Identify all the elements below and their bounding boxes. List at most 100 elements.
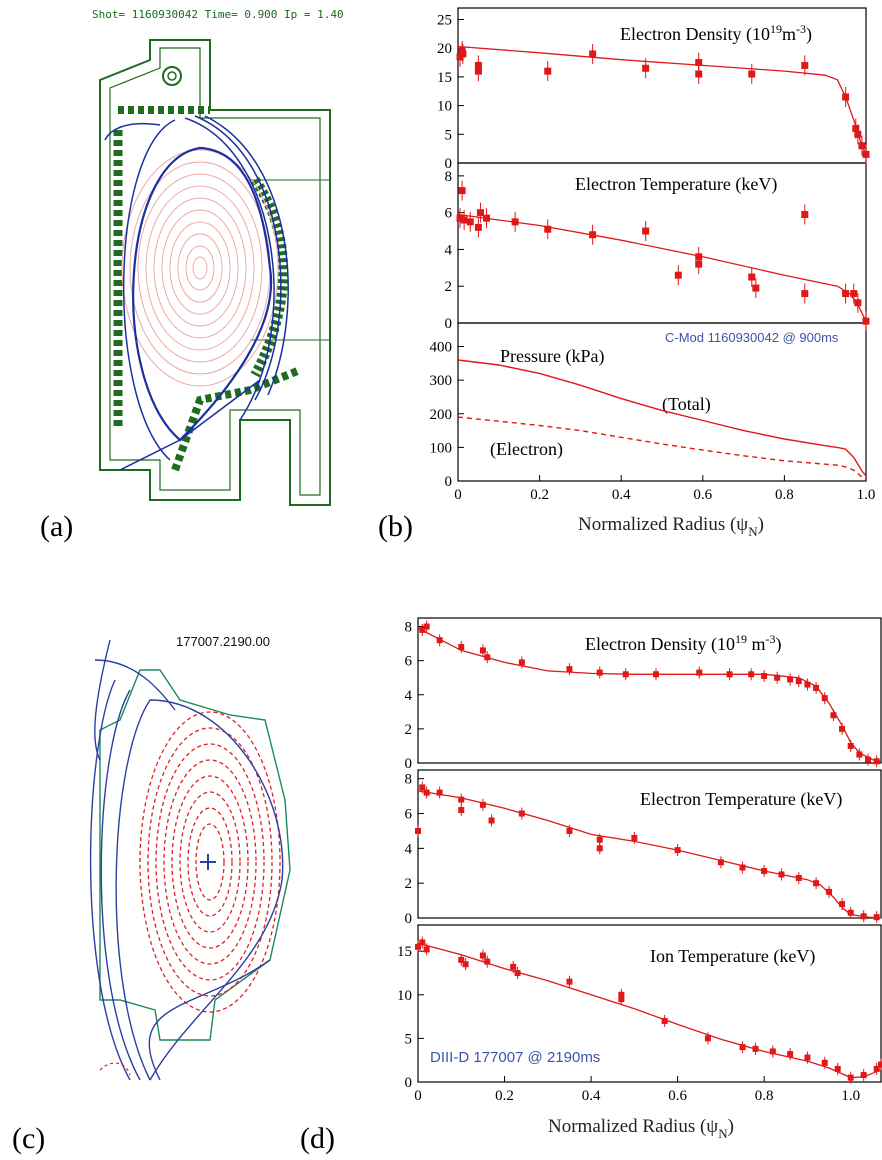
d-mid-data-point: [739, 864, 746, 871]
b-bot-xtick-label: 0.6: [693, 487, 712, 503]
d-bot-xtick-label: 0.6: [668, 1088, 687, 1104]
d-mid-data-point: [423, 789, 430, 796]
d-bot-data-point: [423, 946, 430, 953]
b-top-ytick-label: 25: [437, 12, 452, 28]
d-note: DIII-D 177007 @ 2190ms: [430, 1049, 600, 1066]
d-mid-data-point: [458, 796, 465, 803]
d-top-data-point: [518, 659, 525, 666]
b-top-ytick-label: 0: [445, 156, 453, 172]
b-mid-ytick-label: 4: [445, 242, 453, 258]
b-mid-data-point: [544, 225, 552, 233]
b-mid-data-point: [752, 284, 760, 292]
d-mid-data-point: [566, 827, 573, 834]
d-bot-xtick-label: 0: [414, 1088, 422, 1104]
d-bot-frame: [417, 924, 882, 1083]
d-bot-data-point: [834, 1065, 841, 1072]
d-mid-data-point: [419, 784, 426, 791]
panel-label-b: (b): [378, 510, 413, 543]
d-bot-data-point: [514, 969, 521, 976]
d-top-data-point: [436, 637, 443, 644]
d-top-data-point: [652, 671, 659, 678]
b-top-data-point: [695, 59, 703, 67]
d-mid-ytick-label: 2: [405, 876, 413, 892]
panel-c-label: 177007.2190.00: [176, 634, 270, 649]
diii-d-separatrix: [89, 639, 284, 1081]
d-bot-data-point: [860, 1072, 867, 1079]
b-mid-data-point: [476, 209, 484, 217]
d-mid-ytick-label: 4: [405, 841, 413, 857]
d-top-data-point: [821, 695, 828, 702]
b-ne-title: Electron Density (1019m-3): [620, 22, 812, 45]
d-top-data-point: [761, 673, 768, 679]
d-mid-data-point: [839, 901, 846, 908]
d-mid-data-point: [795, 874, 802, 881]
d-top-data-point: [458, 644, 465, 650]
d-mid-data-point: [873, 914, 880, 921]
d-bot-data-point: [661, 1017, 668, 1024]
d-top-data-point: [830, 712, 837, 719]
b-mid-data-point: [850, 290, 858, 298]
b-bot-series-line: [457, 416, 867, 480]
b-mid-data-point: [458, 187, 466, 195]
b-top-ytick-label: 10: [437, 99, 452, 115]
d-bot-data-point: [566, 978, 573, 985]
b-xlabel: Normalized Radius (ψN): [578, 514, 764, 539]
b-pressure-title: Pressure (kPa): [500, 346, 604, 367]
b-bot-ytick-label: 200: [430, 407, 453, 423]
d-mid-data-point: [717, 859, 724, 866]
b-mid-data-point: [589, 231, 597, 239]
d-top-data-point: [696, 669, 703, 676]
b-bot-xtick-label: 0: [454, 487, 462, 503]
d-bot-data-point: [769, 1048, 776, 1055]
b-mid-data-point: [642, 227, 650, 235]
d-bot-data-point: [752, 1045, 759, 1052]
b-electron-label: (Electron): [490, 439, 563, 460]
d-bot-fit-line: [417, 942, 882, 1079]
d-mid-data-point: [596, 845, 603, 852]
d-bot-data-point: [510, 963, 517, 970]
d-mid-data-point: [674, 847, 681, 854]
d-top-data-point: [795, 678, 802, 685]
panel-label-d: (d): [300, 1122, 335, 1155]
b-mid-data-point: [695, 260, 703, 268]
b-bot-ytick-label: 300: [430, 373, 453, 389]
d-top-data-point: [787, 676, 794, 683]
d-mid-data-point: [778, 871, 785, 878]
d-bot-xtick-label: 1.0: [841, 1088, 860, 1104]
d-mid-fit-line: [417, 790, 882, 919]
d-bot-data-point: [847, 1074, 854, 1081]
b-mid-fit-line: [457, 213, 867, 322]
b-top-data-point: [842, 93, 850, 101]
d-top-data-point: [622, 671, 629, 678]
diii-d-wall: [99, 669, 291, 1041]
d-ti-title: Ion Temperature (keV): [650, 946, 815, 967]
b-top-data-point: [748, 70, 756, 78]
d-mid-data-point: [847, 909, 854, 916]
closed-flux-surfaces: [121, 149, 279, 387]
b-mid-ytick-label: 0: [445, 316, 453, 332]
magnetic-axis-icon: [200, 854, 216, 870]
b-top-data-point: [474, 67, 482, 75]
b-top-data-point: [459, 50, 467, 58]
d-mid-data-point: [458, 807, 465, 814]
b-top-data-point: [854, 130, 862, 138]
b-bot-frame: [457, 322, 867, 482]
d-bot-data-point: [419, 939, 426, 946]
d-bot-data-point: [479, 952, 486, 959]
d-top-data-point: [865, 756, 872, 763]
d-top-data-point: [813, 684, 820, 691]
b-mid-ytick-label: 6: [445, 206, 453, 222]
diii-d-flux-surfaces: [139, 711, 281, 1013]
b-mid-ytick-label: 2: [445, 279, 453, 295]
d-top-data-point: [856, 751, 863, 758]
b-mid-data-point: [801, 290, 809, 298]
d-bot-ytick-label: 15: [397, 944, 412, 960]
d-top-ytick-label: 0: [405, 756, 413, 772]
d-top-data-point: [804, 681, 811, 688]
d-mid-frame: [417, 769, 882, 919]
d-mid-data-point: [596, 836, 603, 843]
b-bot-series-line: [457, 359, 867, 477]
b-top-ytick-label: 15: [437, 70, 452, 86]
d-top-data-point: [479, 647, 486, 654]
